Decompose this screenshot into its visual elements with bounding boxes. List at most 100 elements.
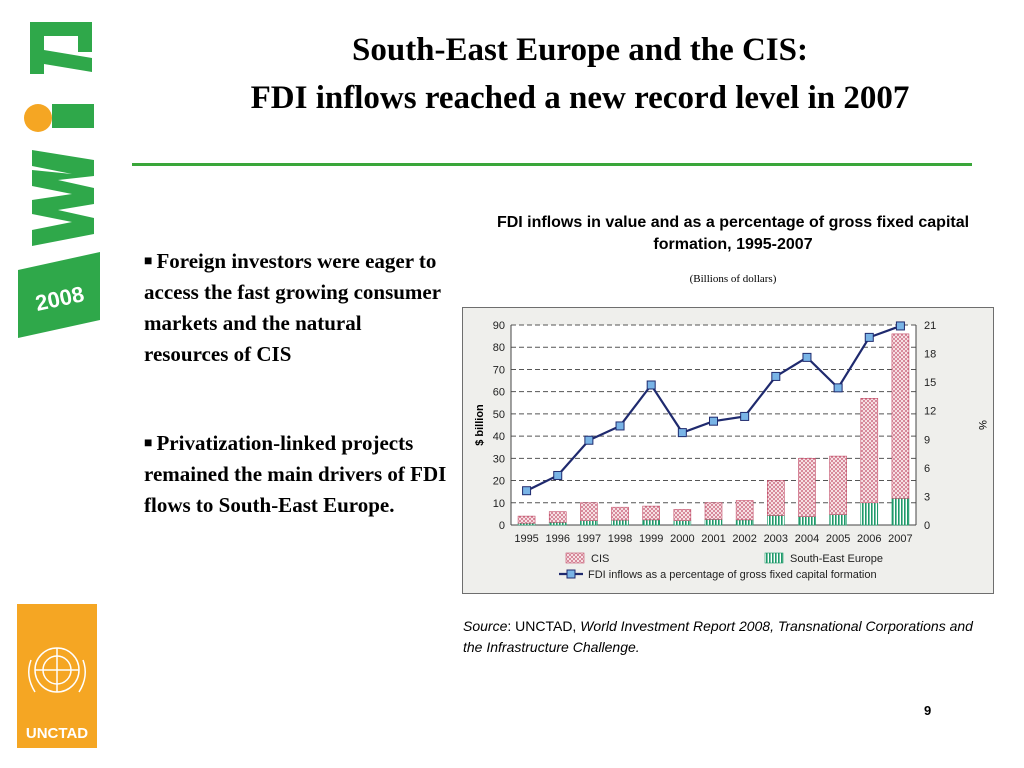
y-tick-label: 70	[493, 364, 505, 376]
legend-label-south-east-europe: South-East Europe	[790, 553, 883, 565]
wir-2008-logo: 2008	[8, 0, 100, 350]
y-tick-label: 80	[493, 342, 505, 354]
fdi-percentage-point	[833, 383, 843, 393]
source-label: Source	[463, 618, 508, 634]
legend-label-cis: CIS	[591, 553, 609, 565]
chart-subtitle: (Billions of dollars)	[689, 273, 777, 285]
y2-tick-label: 21	[924, 320, 936, 332]
y2-tick-label: 0	[924, 520, 930, 532]
y-tick-label: 90	[493, 320, 505, 332]
bar-cis	[580, 502, 598, 521]
y2-tick-label: 12	[924, 406, 936, 418]
legend-swatch-south-east-europe	[764, 552, 784, 564]
y-tick-label: 40	[493, 431, 505, 443]
bar-cis	[891, 333, 910, 499]
bar-cis	[798, 458, 816, 517]
bullet-item: ■ Privatization-linked projects remained …	[144, 428, 449, 521]
y-tick-label: 30	[493, 453, 505, 465]
bullet-square-icon: ■	[144, 254, 153, 269]
wir-logo-letters	[24, 22, 94, 246]
x-tick-label: 1995	[514, 533, 538, 545]
bar-south-east-europe	[735, 519, 754, 526]
year-badge: 2008	[18, 252, 100, 338]
bullet-text: Privatization-linked projects remained t…	[144, 431, 447, 517]
legend-marker-swatch	[566, 569, 576, 579]
title-line-2: FDI inflows reached a new record level i…	[250, 80, 910, 116]
bar-south-east-europe	[580, 520, 598, 526]
legend-label-fdi-percentage: FDI inflows as a percentage of gross fix…	[588, 569, 877, 581]
bar-cis	[735, 500, 754, 521]
legend-swatch-cis	[565, 552, 585, 564]
bullet-square-icon: ■	[144, 436, 153, 451]
un-emblem-icon	[28, 647, 86, 693]
chart-title: FDI inflows in value and as a percentage…	[496, 214, 970, 253]
bar-south-east-europe	[673, 520, 692, 526]
bar-cis	[642, 505, 660, 521]
fdi-percentage-point	[802, 352, 812, 362]
bullet-text: Foreign investors were eager to access t…	[144, 249, 441, 366]
logo-unctad-text: UNCTAD	[26, 725, 88, 742]
bar-south-east-europe	[767, 515, 785, 526]
bar-south-east-europe	[704, 519, 723, 526]
slide-title: South-East Europe and the CIS: FDI inflo…	[140, 26, 1020, 122]
bar-cis	[767, 480, 785, 516]
bullet-list: ■ Foreign investors were eager to access …	[144, 246, 449, 579]
x-tick-label: 2007	[888, 533, 912, 545]
y-tick-label: 0	[499, 520, 505, 532]
bar-cis	[611, 506, 629, 521]
y-axis-label: $ billion	[474, 404, 486, 446]
fdi-percentage-point	[522, 486, 532, 496]
source-org: : UNCTAD,	[507, 618, 581, 634]
bar-cis	[517, 515, 536, 524]
y2-tick-label: 3	[924, 491, 930, 503]
y2-tick-label: 9	[924, 434, 930, 446]
bar-south-east-europe	[642, 519, 660, 526]
source-title: World Investment Report 2008, Transnatio…	[463, 618, 973, 655]
fdi-percentage-point	[615, 421, 625, 431]
x-tick-label: 2002	[732, 533, 756, 545]
bullet-item: ■ Foreign investors were eager to access …	[144, 246, 449, 370]
x-tick-label: 1998	[608, 533, 632, 545]
page-number: 9	[924, 703, 932, 718]
x-tick-label: 2000	[670, 533, 694, 545]
x-tick-label: 1997	[577, 533, 601, 545]
x-tick-label: 1996	[545, 533, 569, 545]
x-tick-label: 1999	[639, 533, 663, 545]
bar-south-east-europe	[891, 498, 910, 526]
fdi-percentage-point	[646, 380, 656, 390]
bar-south-east-europe	[611, 519, 629, 526]
fdi-chart: 0 10 20 30 40 50 60 70 80 90 0 3 6 9 12 15 18 21 $ billion…	[474, 320, 988, 581]
bar-south-east-europe	[829, 514, 847, 526]
y-tick-label: 10	[493, 498, 505, 510]
source-note: Source: UNCTAD, World Investment Report …	[463, 616, 983, 658]
bar-cis	[860, 398, 879, 504]
fdi-percentage-point	[864, 332, 874, 342]
bar-south-east-europe	[798, 516, 816, 526]
y2-tick-label: 18	[924, 349, 936, 361]
fdi-percentage-point	[771, 371, 781, 381]
bar-cis	[829, 455, 847, 515]
bar-cis	[673, 509, 692, 521]
x-tick-label: 2004	[795, 533, 819, 545]
fdi-percentage-point	[553, 470, 563, 480]
x-tick-label: 2006	[857, 533, 881, 545]
y2-axis-label: %	[976, 420, 988, 430]
x-tick-label: 2003	[764, 533, 788, 545]
title-line-1: South-East Europe and the CIS:	[351, 32, 808, 68]
fdi-percentage-point	[895, 321, 905, 331]
y2-tick-label: 6	[924, 463, 930, 475]
bar-cis	[704, 502, 723, 520]
title-divider	[132, 163, 972, 166]
y-tick-label: 60	[493, 387, 505, 399]
bar-south-east-europe	[860, 502, 879, 526]
chart-panel: 0 10 20 30 40 50 60 70 80 90 0 3 6 9 12 15 18 21 $ billion…	[462, 307, 994, 594]
fdi-percentage-point	[677, 428, 687, 438]
y-tick-label: 20	[493, 476, 505, 488]
fdi-percentage-point	[584, 435, 594, 445]
x-tick-label: 2005	[826, 533, 850, 545]
y2-tick-label: 15	[924, 377, 936, 389]
fdi-percentage-point	[740, 411, 750, 421]
x-tick-label: 2001	[701, 533, 725, 545]
unctad-logo: UNCTAD	[17, 604, 97, 748]
fdi-percentage-point	[709, 416, 718, 426]
